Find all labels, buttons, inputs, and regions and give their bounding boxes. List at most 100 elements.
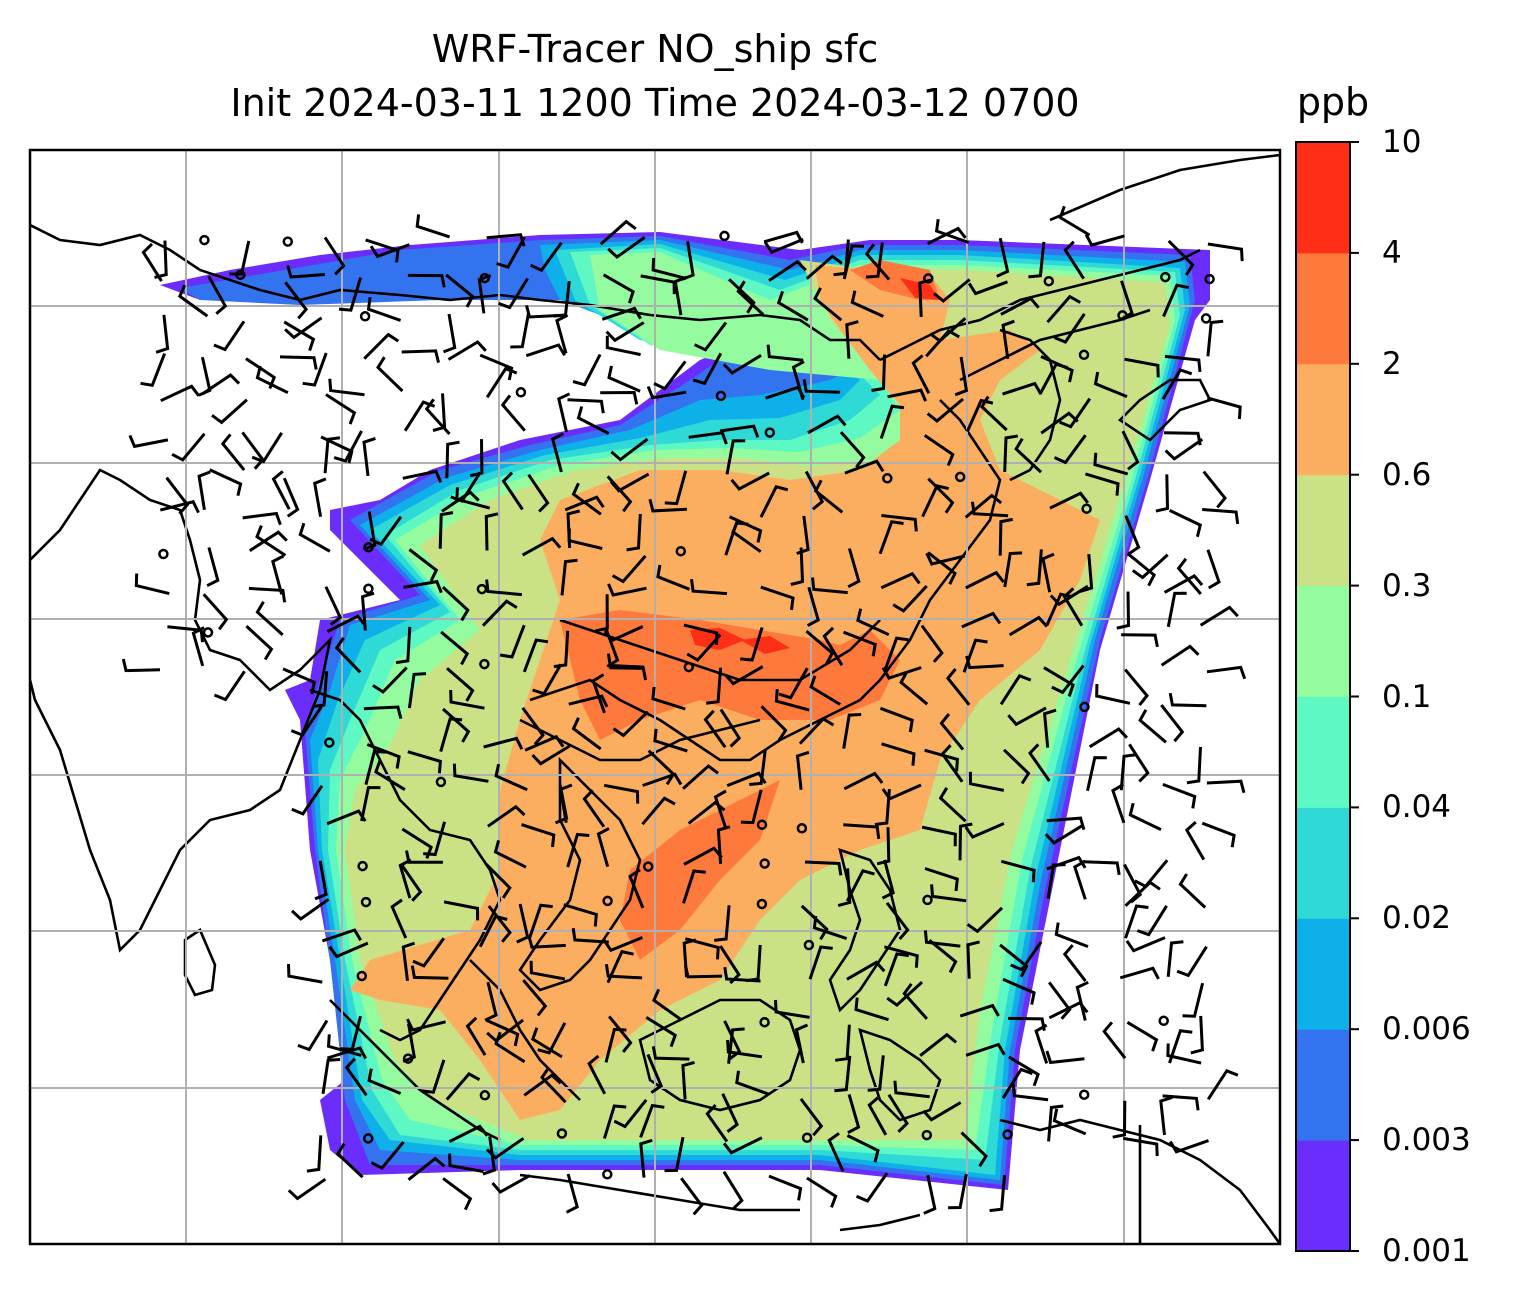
wind-barb [681,1060,695,1100]
wind-barb [326,614,367,633]
colorbar-tick-label: 0.006 [1382,1011,1471,1048]
calm-wind-marker [801,1132,813,1143]
wind-barb [768,259,807,282]
wind-barb [726,771,767,787]
wind-barb [1000,296,1040,316]
wind-barb [881,859,895,900]
wind-barb [999,673,1032,706]
calm-wind-marker [158,548,169,560]
wind-barb [321,928,362,943]
calm-wind-marker [923,273,934,284]
wind-barb [930,884,967,903]
wind-barb [482,1136,496,1176]
wind-barb [559,783,573,824]
calm-wind-marker [1078,349,1090,361]
wind-barb [326,1046,368,1060]
wind-barb [1112,1100,1127,1139]
wind-barb [1011,1083,1049,1102]
wind-barb [1163,573,1204,594]
wind-barb [846,1134,880,1163]
wind-barb [209,468,243,497]
wind-barb [497,277,529,310]
wind-barb [525,305,564,319]
wind-barb [402,469,443,483]
wind-barb [1206,319,1224,357]
wind-barb [884,945,919,968]
wind-barb [440,630,470,666]
wind-barb [524,734,565,752]
wind-barb [323,236,346,276]
wind-barb [902,983,929,1020]
wind-barb [1054,922,1089,948]
wind-barb [945,668,971,706]
wind-barb [491,1174,531,1194]
wind-barb [521,823,556,848]
wind-barb [1190,1015,1204,1055]
colorbar-tick-label: 2 [1382,345,1402,382]
wind-barb [799,1098,824,1137]
wind-barb [360,786,381,822]
calm-wind-marker [359,311,371,322]
wind-barb [445,440,460,479]
colorbar-tick-label: 10 [1382,124,1422,160]
calm-wind-marker [479,658,490,670]
wind-barb [282,667,317,695]
calm-wind-marker [324,737,335,748]
wind-barb [604,1027,627,1063]
wind-barb [651,686,686,711]
wind-barb [713,789,728,830]
wind-barb [855,1172,889,1203]
wind-barb [1207,396,1242,420]
wind-barb [282,477,300,518]
wind-barb [521,707,545,746]
wind-barb [646,385,687,400]
wind-barb [455,487,491,510]
coastline-sulawesi [858,1028,942,1122]
wind-barb [722,1136,763,1155]
wind-barb [842,244,865,280]
wind-barb [439,717,463,753]
wind-barb [728,278,756,314]
wind-barb [448,1153,484,1173]
wind-barb [686,633,722,662]
wind-barb [714,905,731,942]
wind-barb [1003,434,1019,472]
coastline-japan [1117,378,1212,442]
wind-barb [1111,783,1126,824]
wind-barb [934,218,970,244]
wind-barb [731,520,762,553]
wind-barb [297,1019,329,1052]
wind-barb [1083,860,1121,876]
colorbar-swatch [1296,142,1350,254]
wind-barb [291,784,324,816]
wind-barb [333,430,363,463]
wind-barb [284,316,323,340]
wind-barb [811,577,848,595]
wind-barb [612,710,649,738]
wind-barb [1122,1136,1159,1157]
wind-barb [1028,743,1051,782]
wind-barb [242,511,282,526]
wind-barb [893,1080,930,1099]
wind-barb [481,599,518,627]
wind-barb [415,214,451,239]
wind-barb [560,558,578,596]
wind-barb [1124,904,1149,939]
wind-barb [628,868,645,909]
colorbar-tick-label: 0.6 [1382,456,1432,493]
calm-wind-marker [476,583,488,595]
wind-barb [323,436,341,474]
wind-barb [370,1140,405,1170]
wind-barbs [121,205,1247,1216]
wind-barb [1176,945,1208,978]
wind-barb [922,1101,962,1122]
wind-barb [1119,966,1160,980]
wind-barb [1002,977,1036,1005]
wind-barb [683,964,723,979]
calm-wind-marker [1043,275,1055,287]
wind-barb [989,1175,1006,1213]
wind-barb [790,547,805,586]
wind-barb [1040,355,1074,383]
wind-barb [1206,549,1221,590]
wind-barb [808,945,833,980]
